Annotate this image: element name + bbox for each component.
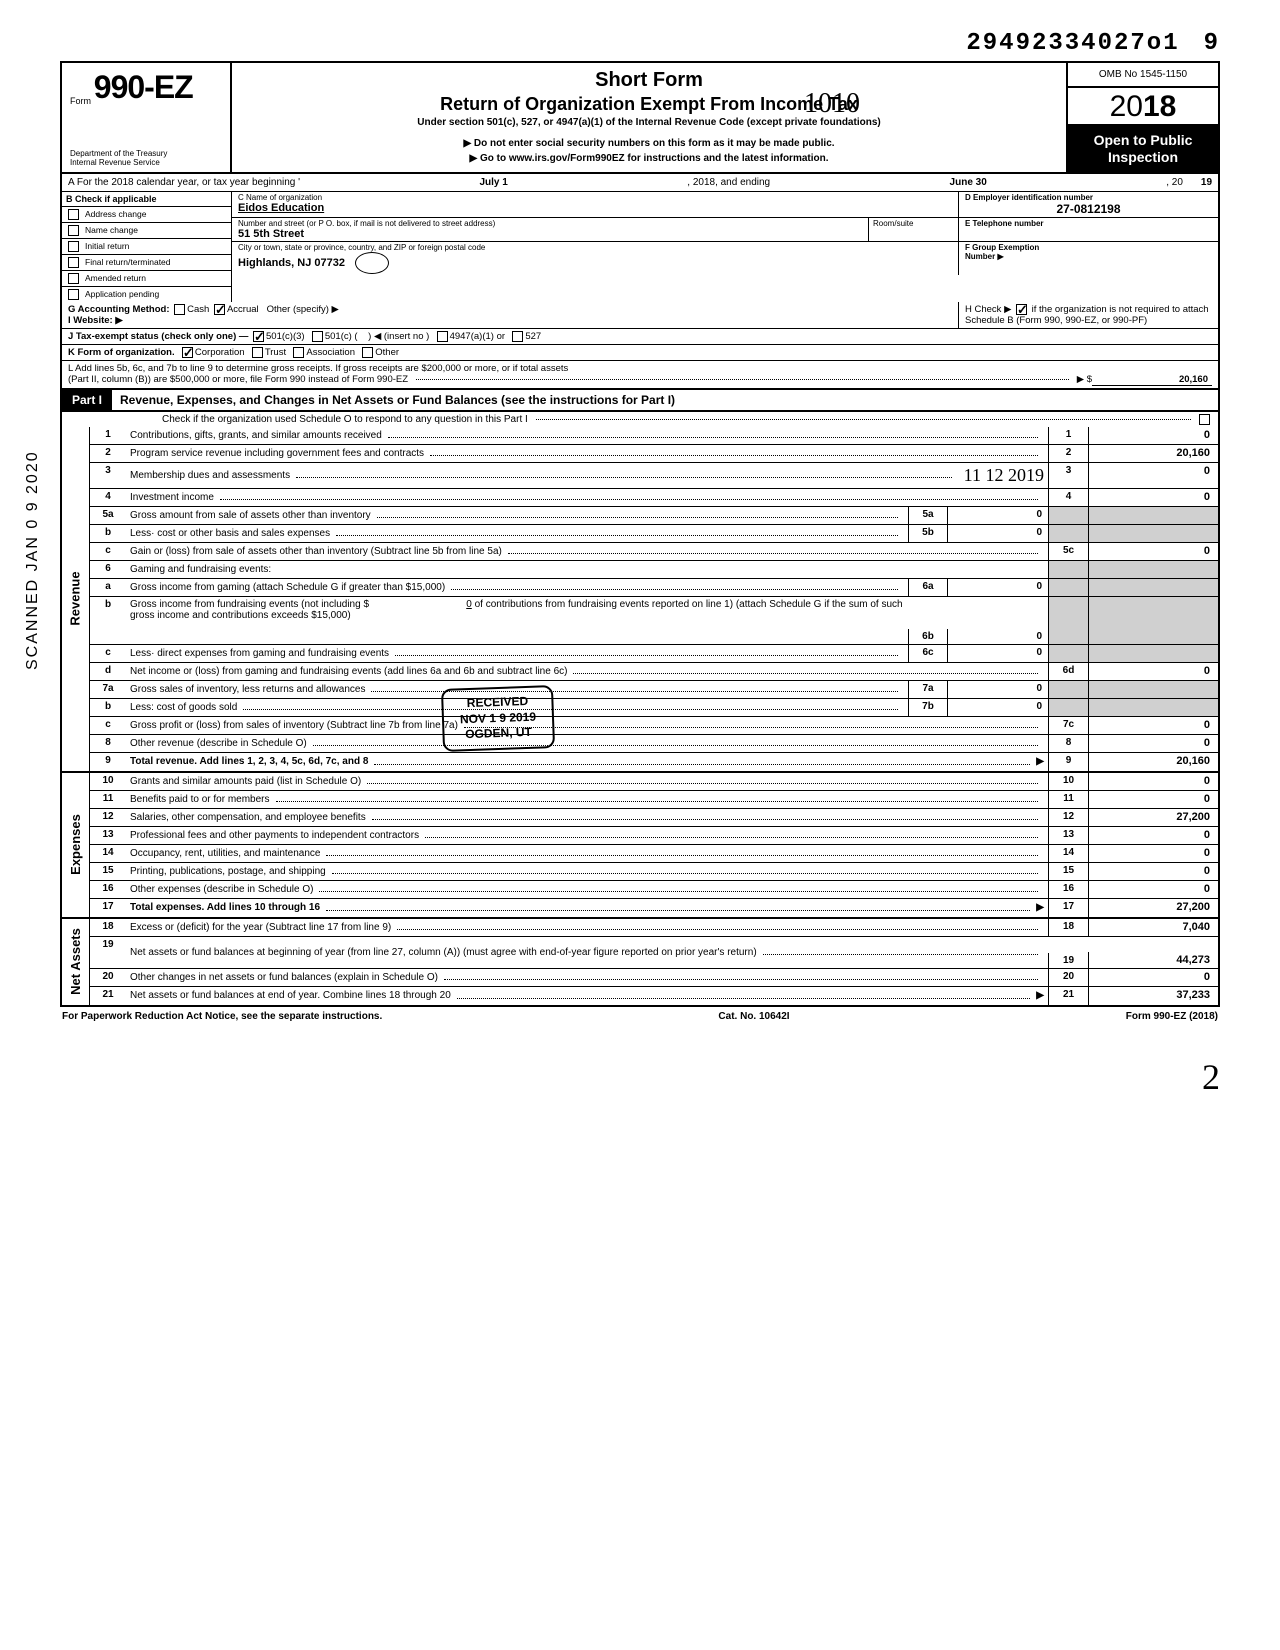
value-ein: 27-0812198 [965, 202, 1212, 216]
line-3-value: 0 [1088, 463, 1218, 488]
form-header: Form 990-EZ Department of the TreasuryIn… [60, 61, 1220, 172]
section-net-assets-label: Net Assets [62, 919, 90, 1005]
chk-application-pending[interactable] [68, 289, 79, 300]
tax-year: 2018 [1068, 88, 1218, 126]
chk-association[interactable] [293, 347, 304, 358]
signature-initials-icon [355, 252, 389, 274]
chk-final-return[interactable] [68, 257, 79, 268]
label-telephone: E Telephone number [965, 219, 1212, 228]
form-number: Form 990-EZ [70, 69, 222, 106]
line-10-value: 0 [1088, 773, 1218, 790]
handwritten-top: 1010 [804, 88, 860, 120]
line-17-value: 27,200 [1088, 899, 1218, 917]
label-form-of-org: K Form of organization. [68, 347, 175, 358]
chk-schedule-o-part1[interactable] [1199, 414, 1210, 425]
chk-name-change[interactable] [68, 225, 79, 236]
section-revenue-label: Revenue [62, 427, 90, 771]
subtitle: Under section 501(c), 527, or 4947(a)(1)… [242, 117, 1056, 128]
label-street: Number and street (or P O. box, if mail … [238, 219, 862, 228]
title-short-form: Short Form [242, 69, 1056, 92]
line-13-value: 0 [1088, 827, 1218, 844]
line-1-value: 0 [1088, 427, 1218, 444]
chk-schedule-b-not-required[interactable] [1016, 304, 1027, 315]
value-street: 51 5th Street [238, 228, 862, 240]
title-return: Return of Organization Exempt From Incom… [242, 94, 1056, 115]
line-19-value: 44,273 [1088, 952, 1218, 968]
open-to-public: Open to PublicInspection [1068, 126, 1218, 172]
chk-other-org[interactable] [362, 347, 373, 358]
value-city: Highlands, NJ 07732 [238, 257, 345, 269]
chk-501c3[interactable] [253, 331, 264, 342]
omb-number: OMB No 1545-1150 [1068, 63, 1218, 88]
line-8-value: 0 [1088, 735, 1218, 752]
received-stamp: RECEIVEDNOV 1 9 2019OGDEN, UT [441, 685, 555, 752]
line-6d-value: 0 [1088, 663, 1218, 680]
line-7c-value: 0 [1088, 717, 1218, 734]
label-accounting-method: G Accounting Method: [68, 304, 170, 315]
chk-501c[interactable] [312, 331, 323, 342]
line-18-value: 7,040 [1088, 919, 1218, 936]
line-11-value: 0 [1088, 791, 1218, 808]
scanned-stamp: SCANNED JAN 0 9 2020 [24, 450, 42, 670]
line-5c-value: 0 [1088, 543, 1218, 560]
part1-title: Revenue, Expenses, and Changes in Net As… [112, 390, 1218, 410]
part1-subtitle: Check if the organization used Schedule … [162, 414, 528, 425]
label-org-name: C Name of organization [238, 193, 952, 202]
section-expenses-label: Expenses [62, 773, 90, 917]
label-h-check: H Check ▶ [965, 304, 1011, 315]
chk-4947a1[interactable] [437, 331, 448, 342]
line-14-value: 0 [1088, 845, 1218, 862]
label-tax-exempt: J Tax-exempt status (check only one) — [68, 331, 248, 342]
line-2-value: 20,160 [1088, 445, 1218, 462]
instruction-ssn: ▶ Do not enter social security numbers o… [242, 138, 1056, 149]
handwritten-page-number: 2 [60, 1056, 1220, 1098]
label-room-suite: Room/suite [868, 218, 958, 241]
part1-tab: Part I [62, 390, 112, 410]
top-dln: 29492334027o19 [60, 30, 1220, 57]
value-org-name: Eidos Education [238, 202, 952, 214]
row-a-tax-year: A For the 2018 calendar year, or tax yea… [60, 172, 1220, 192]
chk-initial-return[interactable] [68, 241, 79, 252]
line-9-value: 20,160 [1088, 753, 1218, 771]
chk-amended-return[interactable] [68, 273, 79, 284]
chk-corporation[interactable] [182, 347, 193, 358]
chk-527[interactable] [512, 331, 523, 342]
chk-cash[interactable] [174, 304, 185, 315]
line-20-value: 0 [1088, 969, 1218, 986]
arrow-l: ▶ $ [1077, 374, 1092, 385]
page-footer: For Paperwork Reduction Act Notice, see … [60, 1007, 1220, 1026]
identity-block: B Check if applicable Address change Nam… [60, 192, 1220, 302]
dept-treasury: Department of the TreasuryInternal Reven… [70, 150, 222, 168]
col-b-header: B Check if applicable [62, 192, 231, 207]
chk-address-change[interactable] [68, 209, 79, 220]
label-website: I Website: ▶ [68, 315, 123, 326]
instruction-url: ▶ Go to www.irs.gov/Form990EZ for instru… [242, 153, 1056, 164]
line-21-value: 37,233 [1088, 987, 1218, 1005]
line-4-value: 0 [1088, 489, 1218, 506]
label-other-method: Other (specify) ▶ [267, 304, 339, 315]
label-city: City or town, state or province, country… [238, 243, 952, 252]
line-16-value: 0 [1088, 881, 1218, 898]
handwritten-date: 11 12 2019 [964, 465, 1044, 486]
label-l-line2: (Part II, column (B)) are $500,000 or mo… [68, 374, 408, 385]
chk-trust[interactable] [252, 347, 263, 358]
line-15-value: 0 [1088, 863, 1218, 880]
label-ein: D Employer identification number [965, 193, 1212, 202]
chk-accrual[interactable] [214, 304, 225, 315]
line-12-value: 27,200 [1088, 809, 1218, 826]
label-group-exemption: F Group ExemptionNumber ▶ [965, 243, 1212, 261]
value-gross-receipts: 20,160 [1092, 374, 1212, 386]
label-l-line1: L Add lines 5b, 6c, and 7b to line 9 to … [68, 363, 1212, 374]
